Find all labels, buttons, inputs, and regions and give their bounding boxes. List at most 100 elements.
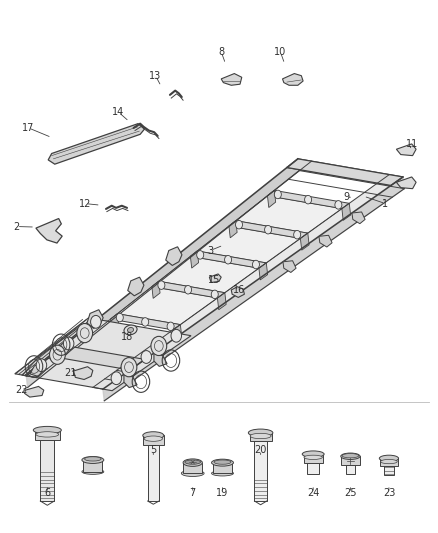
Polygon shape xyxy=(319,235,332,247)
Polygon shape xyxy=(26,159,299,387)
Polygon shape xyxy=(221,74,242,85)
Circle shape xyxy=(197,251,204,259)
FancyBboxPatch shape xyxy=(346,465,355,474)
Text: 15: 15 xyxy=(208,276,220,285)
Circle shape xyxy=(141,351,152,364)
Polygon shape xyxy=(197,226,300,263)
Circle shape xyxy=(158,281,165,289)
Circle shape xyxy=(274,190,281,199)
Circle shape xyxy=(335,200,342,209)
Circle shape xyxy=(121,358,137,377)
Ellipse shape xyxy=(124,325,137,335)
FancyBboxPatch shape xyxy=(384,466,394,475)
Circle shape xyxy=(184,286,191,294)
Ellipse shape xyxy=(381,459,397,464)
Text: 2: 2 xyxy=(14,222,20,231)
Polygon shape xyxy=(154,353,167,366)
Polygon shape xyxy=(352,212,365,224)
Circle shape xyxy=(49,345,65,365)
Text: 16: 16 xyxy=(233,286,245,295)
Circle shape xyxy=(36,359,47,372)
Text: 8: 8 xyxy=(218,47,224,56)
Ellipse shape xyxy=(127,327,134,333)
Polygon shape xyxy=(283,261,296,272)
Polygon shape xyxy=(51,345,145,370)
Ellipse shape xyxy=(33,426,61,434)
Circle shape xyxy=(91,316,101,328)
Polygon shape xyxy=(110,314,180,330)
Ellipse shape xyxy=(82,469,104,474)
Ellipse shape xyxy=(85,457,101,461)
Text: 24: 24 xyxy=(307,488,319,498)
Circle shape xyxy=(117,313,124,322)
Ellipse shape xyxy=(82,456,104,463)
Polygon shape xyxy=(57,339,72,355)
Polygon shape xyxy=(152,281,160,298)
Text: 20: 20 xyxy=(254,446,267,455)
Polygon shape xyxy=(287,159,403,185)
Text: 10: 10 xyxy=(274,47,286,56)
Ellipse shape xyxy=(250,433,271,439)
Polygon shape xyxy=(342,203,350,220)
FancyBboxPatch shape xyxy=(40,440,54,501)
Ellipse shape xyxy=(214,460,231,464)
Ellipse shape xyxy=(248,429,273,437)
Circle shape xyxy=(225,255,232,264)
FancyBboxPatch shape xyxy=(143,435,164,445)
Circle shape xyxy=(167,322,174,330)
Text: 7: 7 xyxy=(190,488,196,498)
Polygon shape xyxy=(87,310,103,328)
Text: 9: 9 xyxy=(343,192,349,202)
Polygon shape xyxy=(159,256,259,293)
Circle shape xyxy=(77,324,92,343)
Polygon shape xyxy=(74,367,93,379)
FancyBboxPatch shape xyxy=(183,463,202,473)
Polygon shape xyxy=(268,190,349,208)
Ellipse shape xyxy=(185,460,201,464)
Ellipse shape xyxy=(342,454,359,458)
FancyBboxPatch shape xyxy=(380,458,398,466)
Polygon shape xyxy=(25,386,44,397)
Circle shape xyxy=(142,318,149,326)
Text: 17: 17 xyxy=(22,123,35,133)
Circle shape xyxy=(171,329,181,342)
Polygon shape xyxy=(259,263,268,280)
FancyBboxPatch shape xyxy=(254,441,267,501)
Ellipse shape xyxy=(181,470,204,477)
Ellipse shape xyxy=(183,459,202,466)
Ellipse shape xyxy=(144,436,162,441)
FancyBboxPatch shape xyxy=(83,460,102,472)
Ellipse shape xyxy=(212,459,233,466)
Polygon shape xyxy=(30,361,45,377)
Polygon shape xyxy=(128,277,144,296)
Ellipse shape xyxy=(36,432,59,437)
Text: 5: 5 xyxy=(150,446,156,455)
Polygon shape xyxy=(231,287,244,297)
Ellipse shape xyxy=(304,455,322,459)
Polygon shape xyxy=(124,374,137,387)
Text: 3: 3 xyxy=(207,246,213,255)
Polygon shape xyxy=(22,321,92,375)
FancyBboxPatch shape xyxy=(341,456,360,465)
Circle shape xyxy=(293,230,300,239)
Polygon shape xyxy=(93,175,403,389)
Polygon shape xyxy=(117,287,217,325)
Ellipse shape xyxy=(212,471,233,476)
Text: 11: 11 xyxy=(406,139,418,149)
Polygon shape xyxy=(15,318,191,391)
Text: 25: 25 xyxy=(344,488,357,498)
Polygon shape xyxy=(191,251,266,268)
FancyBboxPatch shape xyxy=(35,430,60,440)
Polygon shape xyxy=(48,124,145,164)
Text: 6: 6 xyxy=(44,488,50,498)
Polygon shape xyxy=(229,221,308,238)
Ellipse shape xyxy=(379,455,399,462)
FancyBboxPatch shape xyxy=(250,433,272,441)
Ellipse shape xyxy=(302,451,324,457)
Circle shape xyxy=(211,290,218,298)
Circle shape xyxy=(111,372,122,385)
Polygon shape xyxy=(283,74,303,85)
Polygon shape xyxy=(300,233,309,250)
FancyBboxPatch shape xyxy=(213,463,232,473)
Polygon shape xyxy=(36,219,62,243)
